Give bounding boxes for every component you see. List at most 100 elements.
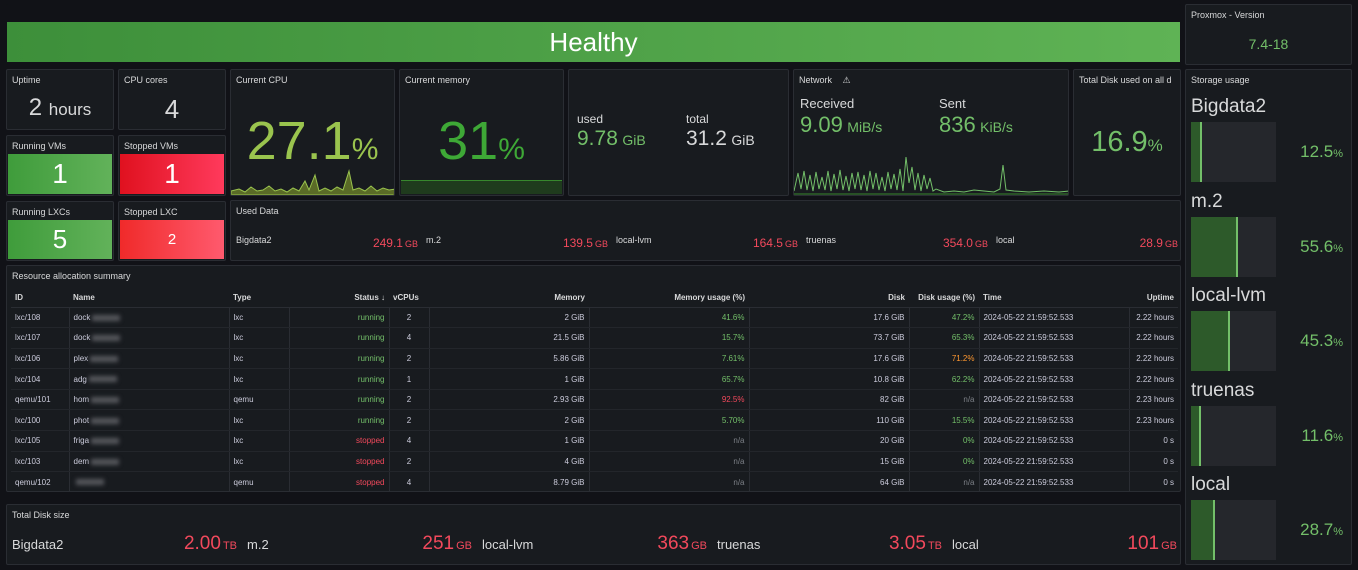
- storage-value: 55.6: [1300, 236, 1334, 256]
- disk-size-item: local 101 GB: [952, 533, 1177, 555]
- warning-icon[interactable]: ⚠: [842, 75, 851, 85]
- storage-value-row: 12.5%: [1300, 142, 1343, 162]
- cell-memory: 8.79 GiB: [429, 471, 590, 491]
- cell-id: lxc/105: [11, 430, 70, 452]
- panel-title: Current memory: [405, 75, 471, 85]
- used-data-label: local-lvm: [616, 235, 652, 245]
- cell-uptime: 0 s: [1129, 471, 1178, 491]
- disk-size-item: Bigdata2 2.00 TB: [12, 533, 237, 555]
- network-sparkline: [794, 156, 1068, 195]
- storage-bar-fill: [1191, 311, 1230, 371]
- table-row[interactable]: lxc/108 dock lxc running 2 2 GiB 41.6% 17.6 GiB…: [11, 307, 1178, 329]
- total-disk-used-panel: Total Disk used on all d 16.9%: [1073, 69, 1181, 196]
- table-row[interactable]: lxc/107 dock lxc running 4 21.5 GiB 15.7% 73.7 …: [11, 327, 1178, 349]
- column-header-memory-usage[interactable]: Memory usage (%): [589, 288, 749, 308]
- cell-disk: 82 GiB: [749, 389, 910, 411]
- table-row[interactable]: lxc/103 dem lxc stopped 2 4 GiB n/a 15 GiB 0% 202…: [11, 451, 1178, 473]
- column-header-time[interactable]: Time: [979, 288, 1129, 308]
- panel-title: Running VMs: [12, 141, 67, 151]
- used-data-value-row: 164.5 GB: [753, 234, 798, 252]
- total-disk-used-value: 16.9: [1091, 126, 1148, 158]
- cell-uptime: 0 s: [1129, 430, 1178, 452]
- table-row[interactable]: lxc/105 friga lxc stopped 4 1 GiB n/a 20 GiB 0% 2…: [11, 430, 1178, 452]
- column-header-id[interactable]: ID: [11, 288, 69, 308]
- cell-disk: 10.8 GiB: [749, 368, 910, 390]
- panel-title: CPU cores: [124, 75, 168, 85]
- used-data-value-row: 354.0 GB: [943, 234, 988, 252]
- storage-usage-panel: Storage usage Bigdata2 12.5% m.2 55.6% local…: [1185, 69, 1352, 565]
- cell-disk-usage: 47.2%: [909, 307, 980, 329]
- cell-status: running: [289, 409, 390, 432]
- used-data-item: m.2 139.5 GB: [426, 234, 608, 250]
- cell-type: qemu: [229, 471, 290, 491]
- used-data-label: m.2: [426, 235, 442, 245]
- column-header-memory[interactable]: Memory: [429, 288, 589, 308]
- cell-type: lxc: [229, 348, 290, 370]
- storage-value-row: 45.3%: [1300, 331, 1343, 351]
- cell-name-text: dock: [73, 312, 91, 322]
- cell-name-text: adg: [73, 374, 87, 384]
- health-status: Healthy: [549, 26, 638, 57]
- storage-item: local-lvm 45.3%: [1186, 283, 1351, 375]
- total-disk-size-panel: Total Disk size Bigdata2 2.00 TB m.2 251 GB lo…: [6, 504, 1181, 565]
- used-data-item: local-lvm 164.5 GB: [616, 234, 798, 250]
- cell-status: stopped: [289, 430, 390, 452]
- column-header-disk[interactable]: Disk: [749, 288, 909, 308]
- cell-disk: 110 GiB: [749, 409, 910, 432]
- table-row[interactable]: qemu/101 hom qemu running 2 2.93 GiB 92.5% 82 G…: [11, 389, 1178, 411]
- cell-type: lxc: [229, 430, 290, 452]
- disk-size-value-row: 101 GB: [1127, 533, 1177, 555]
- memory-used-row: 9.78 GiB: [577, 127, 646, 151]
- cell-uptime: 0 s: [1129, 451, 1178, 473]
- storage-item: Bigdata2 12.5%: [1186, 94, 1351, 186]
- storage-label: truenas: [1191, 379, 1255, 401]
- cell-id: lxc/103: [11, 451, 70, 473]
- redacted-name-blur: [92, 314, 121, 321]
- table-row[interactable]: lxc/100 phot lxc running 2 2 GiB 5.70% 110 GiB 1…: [11, 409, 1178, 432]
- cell-time: 2024-05-22 21:59:52.533: [979, 451, 1130, 473]
- panel-title: Network ⚠: [799, 75, 851, 86]
- redacted-name-blur: [91, 458, 120, 465]
- network-title: Network: [799, 75, 833, 85]
- column-header-type[interactable]: Type: [229, 288, 289, 308]
- cell-memory: 21.5 GiB: [429, 327, 590, 349]
- cell-uptime: 2.23 hours: [1129, 409, 1178, 432]
- memory-value: 31: [438, 111, 499, 171]
- cell-name: [69, 471, 230, 491]
- storage-label: m.2: [1191, 190, 1223, 212]
- memory-total-label: total: [686, 112, 709, 126]
- column-header-status[interactable]: Status ↓: [289, 288, 389, 308]
- column-header-disk-usage[interactable]: Disk usage (%): [909, 288, 979, 308]
- cell-status: running: [289, 348, 390, 370]
- version-value: 7.4-18: [1248, 36, 1289, 52]
- column-header-uptime[interactable]: Uptime: [1129, 288, 1178, 308]
- cell-name: dem: [69, 451, 230, 473]
- current-memory-panel: Current memory 31%: [399, 69, 564, 196]
- cpu-value: 27.1: [246, 111, 352, 171]
- memory-value-row: 31%: [400, 110, 563, 172]
- used-data-value: 249.1: [372, 236, 403, 250]
- table-row[interactable]: lxc/104 adg lxc running 1 1 GiB 65.7% 10.8 GiB 6…: [11, 368, 1178, 390]
- table-row[interactable]: qemu/102 qemu stopped 4 8.79 GiB n/a 64 GiB n/a…: [11, 471, 1178, 491]
- cell-id: qemu/101: [11, 389, 70, 411]
- cell-memory-usage: n/a: [589, 451, 750, 473]
- cell-time: 2024-05-22 21:59:52.533: [979, 348, 1130, 370]
- cpu-unit: %: [351, 133, 379, 166]
- storage-bar-fill: [1191, 122, 1202, 182]
- table-row[interactable]: lxc/106 plex lxc running 2 5.86 GiB 7.61% 17.6 …: [11, 348, 1178, 370]
- panel-title: Running LXCs: [12, 207, 71, 217]
- cell-memory-usage: n/a: [589, 430, 750, 452]
- cell-id: lxc/107: [11, 327, 70, 349]
- cell-disk: 73.7 GiB: [749, 327, 910, 349]
- used-data-value-row: 249.1 GB: [373, 234, 418, 252]
- disk-size-value-row: 251 GB: [422, 533, 472, 555]
- cell-uptime: 2.22 hours: [1129, 348, 1178, 370]
- cell-disk-usage: 65.3%: [909, 327, 980, 349]
- column-header-vcpus[interactable]: vCPUs: [389, 288, 429, 308]
- storage-label: local: [1191, 474, 1231, 495]
- memory-used-label: used: [577, 112, 604, 126]
- cell-status: running: [289, 327, 390, 349]
- column-header-name[interactable]: Name: [69, 288, 229, 308]
- cell-memory-usage: 5.70%: [589, 409, 750, 432]
- storage-bar: [1191, 311, 1276, 371]
